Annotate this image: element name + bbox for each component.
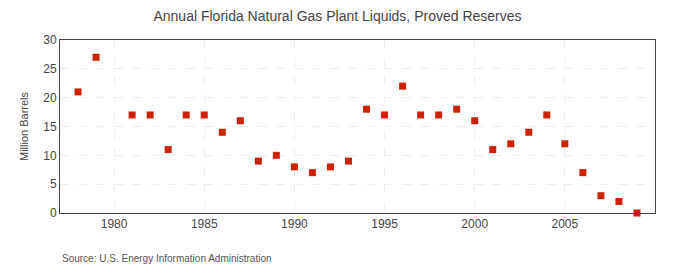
svg-text:1990: 1990 bbox=[281, 217, 308, 231]
svg-text:2005: 2005 bbox=[551, 217, 578, 231]
svg-text:0: 0 bbox=[50, 206, 57, 220]
svg-text:1985: 1985 bbox=[191, 217, 218, 231]
svg-text:2000: 2000 bbox=[461, 217, 488, 231]
svg-text:Annual Florida Natural Gas Pla: Annual Florida Natural Gas Plant Liquids… bbox=[153, 8, 521, 24]
svg-text:5: 5 bbox=[50, 177, 57, 191]
svg-text:30: 30 bbox=[43, 33, 57, 47]
svg-text:15: 15 bbox=[43, 120, 57, 134]
svg-text:Source: U.S. Energy Informatio: Source: U.S. Energy Information Administ… bbox=[62, 253, 272, 264]
svg-text:1995: 1995 bbox=[371, 217, 398, 231]
svg-text:25: 25 bbox=[43, 62, 57, 76]
svg-text:20: 20 bbox=[43, 91, 57, 105]
svg-text:1980: 1980 bbox=[101, 217, 128, 231]
svg-text:Million Barrels: Million Barrels bbox=[18, 91, 30, 161]
svg-text:10: 10 bbox=[43, 149, 57, 163]
